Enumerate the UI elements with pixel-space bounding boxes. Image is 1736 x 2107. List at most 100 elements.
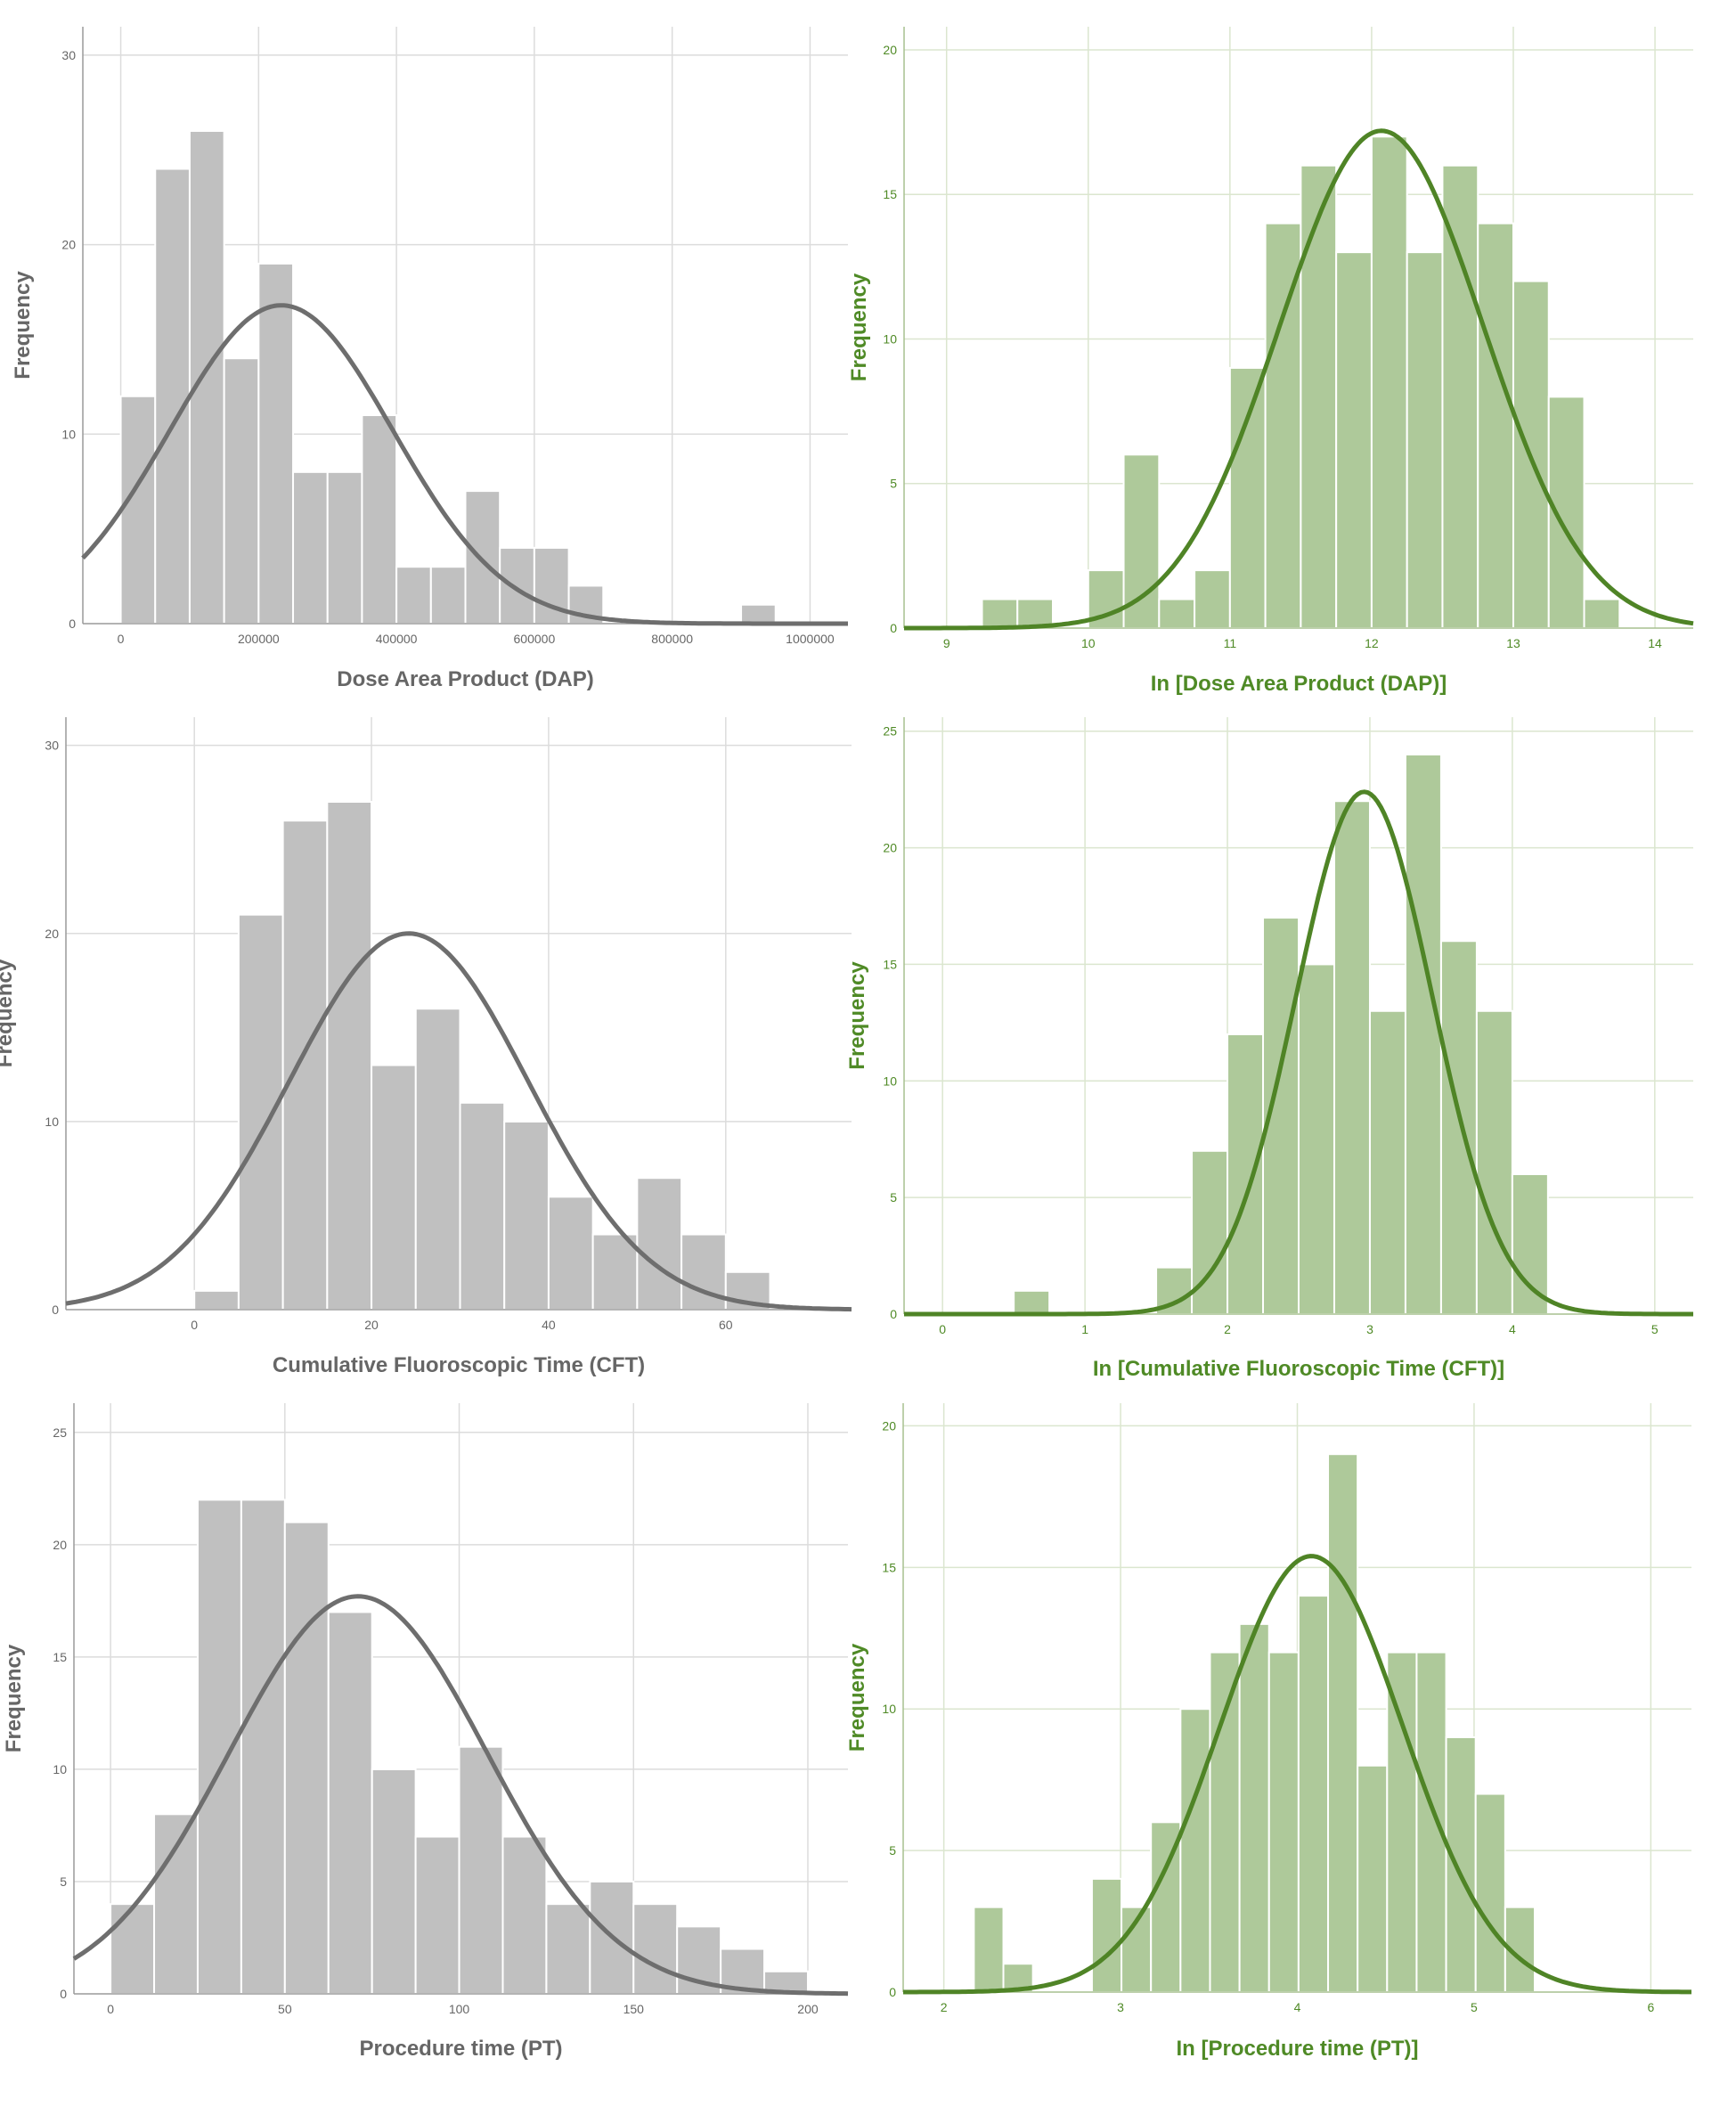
histogram-bar — [1333, 800, 1371, 1315]
histogram-bar — [499, 546, 535, 625]
y-tick-label: 0 — [890, 1307, 897, 1321]
x-tick-label: 0 — [939, 1322, 946, 1336]
y-tick-label: 30 — [61, 48, 76, 62]
y-tick-label: 0 — [60, 1987, 67, 2001]
x-tick-label: 0 — [107, 2002, 114, 2016]
histogram-bar — [501, 1835, 548, 1996]
histogram-bar — [193, 1289, 240, 1311]
histogram-bar — [1386, 1651, 1418, 1993]
x-tick-label: 14 — [1648, 636, 1662, 650]
y-tick-label: 20 — [61, 238, 76, 252]
y-axis-title: Frequency — [845, 961, 869, 1070]
histogram-bar — [1441, 164, 1479, 629]
histogram-bar — [547, 1196, 594, 1311]
x-tick-label: 50 — [278, 2002, 292, 2016]
normal-curve — [904, 128, 1694, 631]
y-tick-label: 0 — [69, 617, 76, 631]
histogram-bar — [240, 1499, 286, 1996]
chart-svg: 0 10 20 30 0 20 40 60 Cumulative Fluoroscopic Ti… — [0, 717, 852, 1377]
y-tick-label: 10 — [883, 331, 897, 346]
histogram-bar — [1415, 1651, 1447, 1993]
histogram-bar — [257, 262, 295, 625]
x-tick-label: 4 — [1509, 1322, 1516, 1336]
y-tick-label: 0 — [890, 621, 897, 635]
normal-curve — [903, 1554, 1691, 1995]
y-tick-label: 15 — [882, 1560, 896, 1574]
histogram-bar — [1335, 251, 1373, 629]
histogram-bar — [1370, 135, 1408, 629]
chart-svg: 0 5 10 15 20 2 3 4 5 6 In [Procedure time (PT)] Fre… — [845, 1403, 1691, 2061]
x-tick-label: 0 — [191, 1318, 198, 1332]
normal-curve — [904, 789, 1693, 1317]
y-tick-label: 5 — [890, 1190, 897, 1205]
histogram-bar — [1474, 1793, 1506, 1993]
histogram-bar — [414, 1008, 461, 1311]
x-tick-label: 13 — [1506, 636, 1520, 650]
histogram-bar — [1404, 753, 1442, 1315]
x-tick-label: 2 — [941, 2000, 948, 2014]
y-tick-label: 15 — [883, 187, 897, 201]
x-tick-label: 3 — [1117, 2000, 1124, 2014]
histogram-bar — [237, 913, 284, 1311]
histogram-bar — [414, 1835, 460, 1996]
histogram-bar — [1475, 1009, 1513, 1315]
x-tick-label: 800000 — [651, 632, 693, 646]
histogram-pt: 0 5 10 15 20 25 0 50 100 150 200 Procedure time (PT… — [0, 1390, 873, 2107]
histogram-bar — [632, 1903, 679, 1996]
bars — [119, 129, 777, 625]
bars — [981, 135, 1621, 630]
x-axis-title: In [Dose Area Product (DAP)] — [1151, 672, 1447, 696]
histogram-bar — [1238, 1622, 1270, 1993]
chart-svg: 0 5 10 15 20 9 10 11 12 13 14 In [Dose Area Product… — [847, 27, 1694, 696]
histogram-bar — [110, 1903, 156, 1996]
histogram-bar — [327, 1611, 373, 1996]
histogram-bar — [1368, 1009, 1406, 1315]
chart-svg: 0 5 10 15 20 25 0 50 100 150 200 Procedure time (PT… — [2, 1403, 849, 2061]
bars — [1013, 753, 1549, 1315]
histogram-bar — [545, 1903, 591, 1996]
histogram-bar — [1013, 1289, 1051, 1315]
chart-svg: 0 5 10 15 20 25 0 1 2 3 4 5 In [Cumulative Fluorosco… — [845, 717, 1693, 1381]
chart-svg: 0 10 20 30 0 200000 400000 600000 800000 1000000 D… — [11, 27, 848, 691]
y-axis-title: Frequency — [847, 273, 871, 381]
y-tick-label: 25 — [53, 1425, 67, 1440]
histogram-bar — [1228, 366, 1267, 629]
y-tick-label: 20 — [882, 1418, 896, 1433]
y-axis-title: Frequency — [2, 1644, 26, 1752]
y-tick-label: 5 — [889, 1843, 896, 1858]
x-axis-title: Procedure time (PT) — [359, 2037, 562, 2061]
y-tick-label: 20 — [45, 927, 59, 941]
y-tick-label: 20 — [883, 841, 897, 855]
normal-curve — [65, 931, 852, 1312]
y-tick-label: 0 — [889, 1985, 896, 1999]
y-tick-label: 25 — [883, 724, 897, 739]
x-tick-label: 200000 — [238, 632, 280, 646]
y-tick-label: 20 — [883, 43, 897, 57]
y-tick-label: 20 — [53, 1538, 67, 1552]
histogram-bar — [361, 414, 398, 625]
histogram-dap: 0 10 20 30 0 200000 400000 600000 800000 1000000 D… — [0, 0, 873, 704]
histogram-bar — [326, 801, 373, 1311]
histogram-bar — [119, 395, 157, 625]
histogram-bar — [1439, 940, 1478, 1315]
x-tick-label: 1 — [1081, 1322, 1088, 1336]
y-tick-label: 15 — [53, 1650, 67, 1664]
histogram-bar — [429, 566, 467, 625]
x-tick-label: 40 — [542, 1318, 556, 1332]
histogram-bar — [188, 129, 225, 625]
x-tick-label: 150 — [623, 2002, 645, 2016]
y-tick-label: 5 — [60, 1874, 67, 1889]
y-tick-label: 10 — [61, 427, 76, 441]
histogram-bar — [636, 1177, 683, 1311]
histogram-bar — [1300, 164, 1338, 629]
histogram-bar — [1327, 1453, 1359, 1994]
histogram-bar — [223, 357, 260, 625]
y-axis-title: Frequency — [845, 1643, 869, 1752]
histogram-bar — [981, 598, 1019, 630]
histogram-bar — [283, 1521, 330, 1996]
histogram-cft: 0 10 20 30 0 20 40 60 Cumulative Fluoroscopic Ti… — [0, 704, 873, 1390]
x-tick-label: 2 — [1224, 1322, 1231, 1336]
x-tick-label: 12 — [1365, 636, 1379, 650]
histogram-bar — [1179, 1708, 1211, 1993]
x-axis-title: Dose Area Product (DAP) — [337, 667, 594, 691]
